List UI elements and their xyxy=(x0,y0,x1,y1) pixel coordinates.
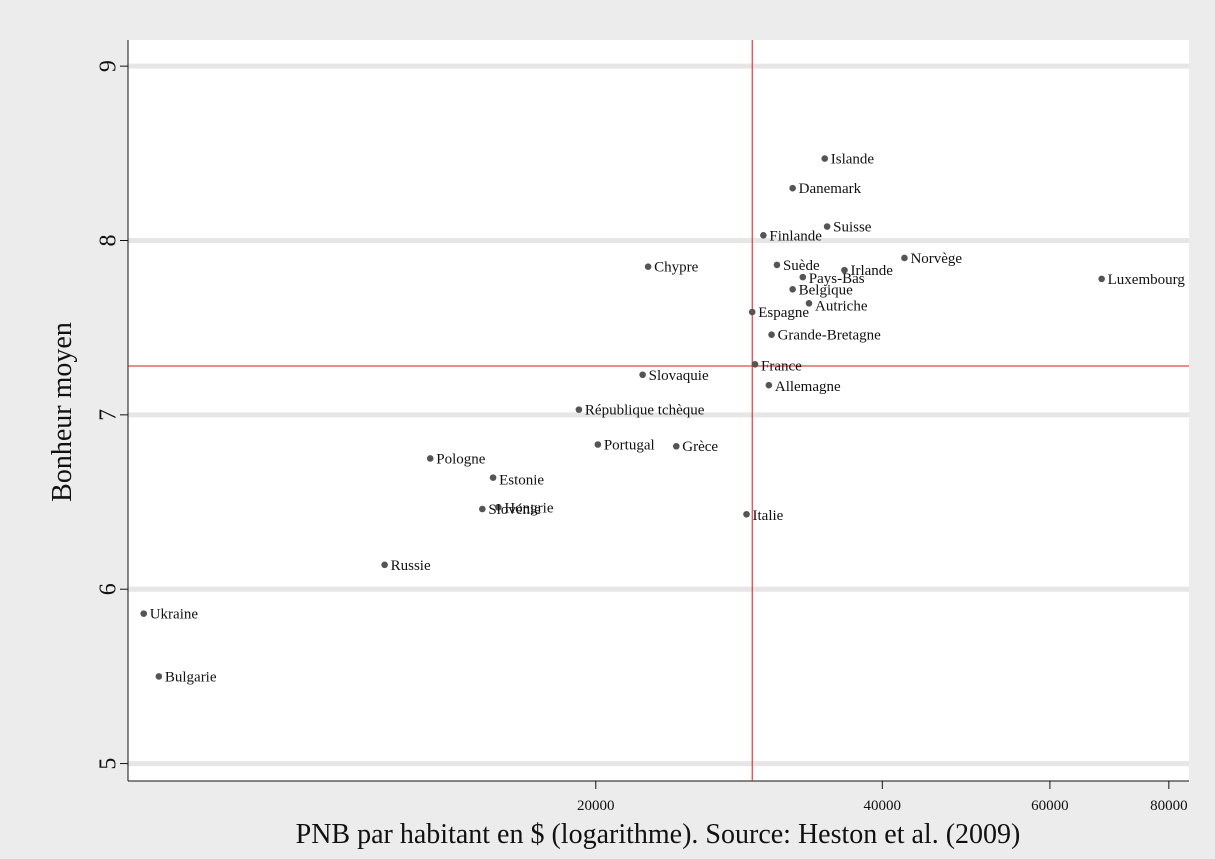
x-tick-label: 40000 xyxy=(864,798,902,814)
data-point xyxy=(495,503,502,511)
data-points: Islande Danemark Suisse Finlande Norvège Chyp… xyxy=(140,152,1186,685)
data-point-label: Norvège xyxy=(910,251,962,267)
data-point xyxy=(426,455,434,462)
data-point-label: Espagne xyxy=(758,305,809,321)
data-point xyxy=(639,371,646,379)
data-point xyxy=(751,360,759,368)
data-point xyxy=(155,673,163,680)
data-point xyxy=(1098,275,1105,283)
data-point-label: Grande-Bretagne xyxy=(778,328,882,344)
data-point-label: Danemark xyxy=(799,181,862,197)
data-point xyxy=(768,331,775,338)
data-point-label: Chypre xyxy=(654,260,699,276)
data-point xyxy=(743,510,750,518)
data-point xyxy=(841,266,848,274)
y-tick-label: 9 xyxy=(96,60,122,72)
data-point-label: République tchèque xyxy=(585,403,705,419)
data-point-label: Allemagne xyxy=(775,379,841,395)
data-point-label: Italie xyxy=(753,508,784,524)
data-point-label: Suisse xyxy=(833,220,872,236)
axes: 5 6 7 8 9 20000 40000 60000 80000 xyxy=(96,40,1189,814)
y-tick-label: 8 xyxy=(96,235,122,247)
y-tick-label: 7 xyxy=(96,409,122,421)
data-point xyxy=(644,263,652,270)
x-tick-label: 80000 xyxy=(1150,798,1188,814)
data-point-label: Pays-Bas xyxy=(809,271,865,287)
data-point-label: Bulgarie xyxy=(165,669,217,685)
data-point-label: Finlande xyxy=(769,228,822,244)
data-point xyxy=(479,505,486,513)
data-point-label: Pologne xyxy=(436,451,486,467)
y-axis-title: Bonheur moyen xyxy=(47,322,78,502)
grid-lines xyxy=(128,63,1189,767)
data-point-label: Ukraine xyxy=(150,607,199,623)
data-point-label: Hongrie xyxy=(504,500,553,516)
data-point xyxy=(821,155,829,162)
y-tick-label: 6 xyxy=(96,583,122,595)
x-tick-label: 60000 xyxy=(1031,798,1069,814)
y-tick-label: 5 xyxy=(96,758,122,770)
data-point xyxy=(575,406,583,413)
data-point xyxy=(789,286,796,293)
data-point xyxy=(805,299,813,307)
data-point-label: Irlande xyxy=(850,263,893,279)
data-point-label: Grèce xyxy=(682,439,718,455)
x-axis-title: PNB par habitant en $ (logarithme). Sour… xyxy=(296,819,1021,850)
data-point xyxy=(760,231,767,239)
data-point-label: Islande xyxy=(831,152,875,168)
data-point xyxy=(748,308,756,316)
data-point xyxy=(823,223,831,230)
data-point-label: Luxembourg xyxy=(1108,272,1186,288)
data-point-label: Estonie xyxy=(499,473,544,489)
x-tick-label: 20000 xyxy=(577,798,615,814)
data-point xyxy=(901,254,908,262)
data-point-label: Slovénie xyxy=(488,502,541,518)
data-point xyxy=(594,441,602,448)
data-point xyxy=(140,610,148,617)
data-point xyxy=(672,442,680,450)
data-point xyxy=(381,561,388,569)
plot-background xyxy=(128,40,1189,781)
data-point-label: Belgique xyxy=(799,282,853,298)
data-point xyxy=(799,273,807,281)
reference-lines xyxy=(128,40,1189,781)
data-point-label: Russie xyxy=(391,558,431,574)
data-point-label: France xyxy=(761,358,802,374)
data-point xyxy=(489,474,497,481)
data-point xyxy=(765,381,773,389)
data-point xyxy=(773,261,781,269)
data-point-label: Autriche xyxy=(815,298,868,314)
data-point-label: Portugal xyxy=(604,437,655,453)
data-point xyxy=(789,184,796,192)
data-point-label: Suède xyxy=(783,258,820,274)
data-point-label: Slovaquie xyxy=(649,368,709,384)
